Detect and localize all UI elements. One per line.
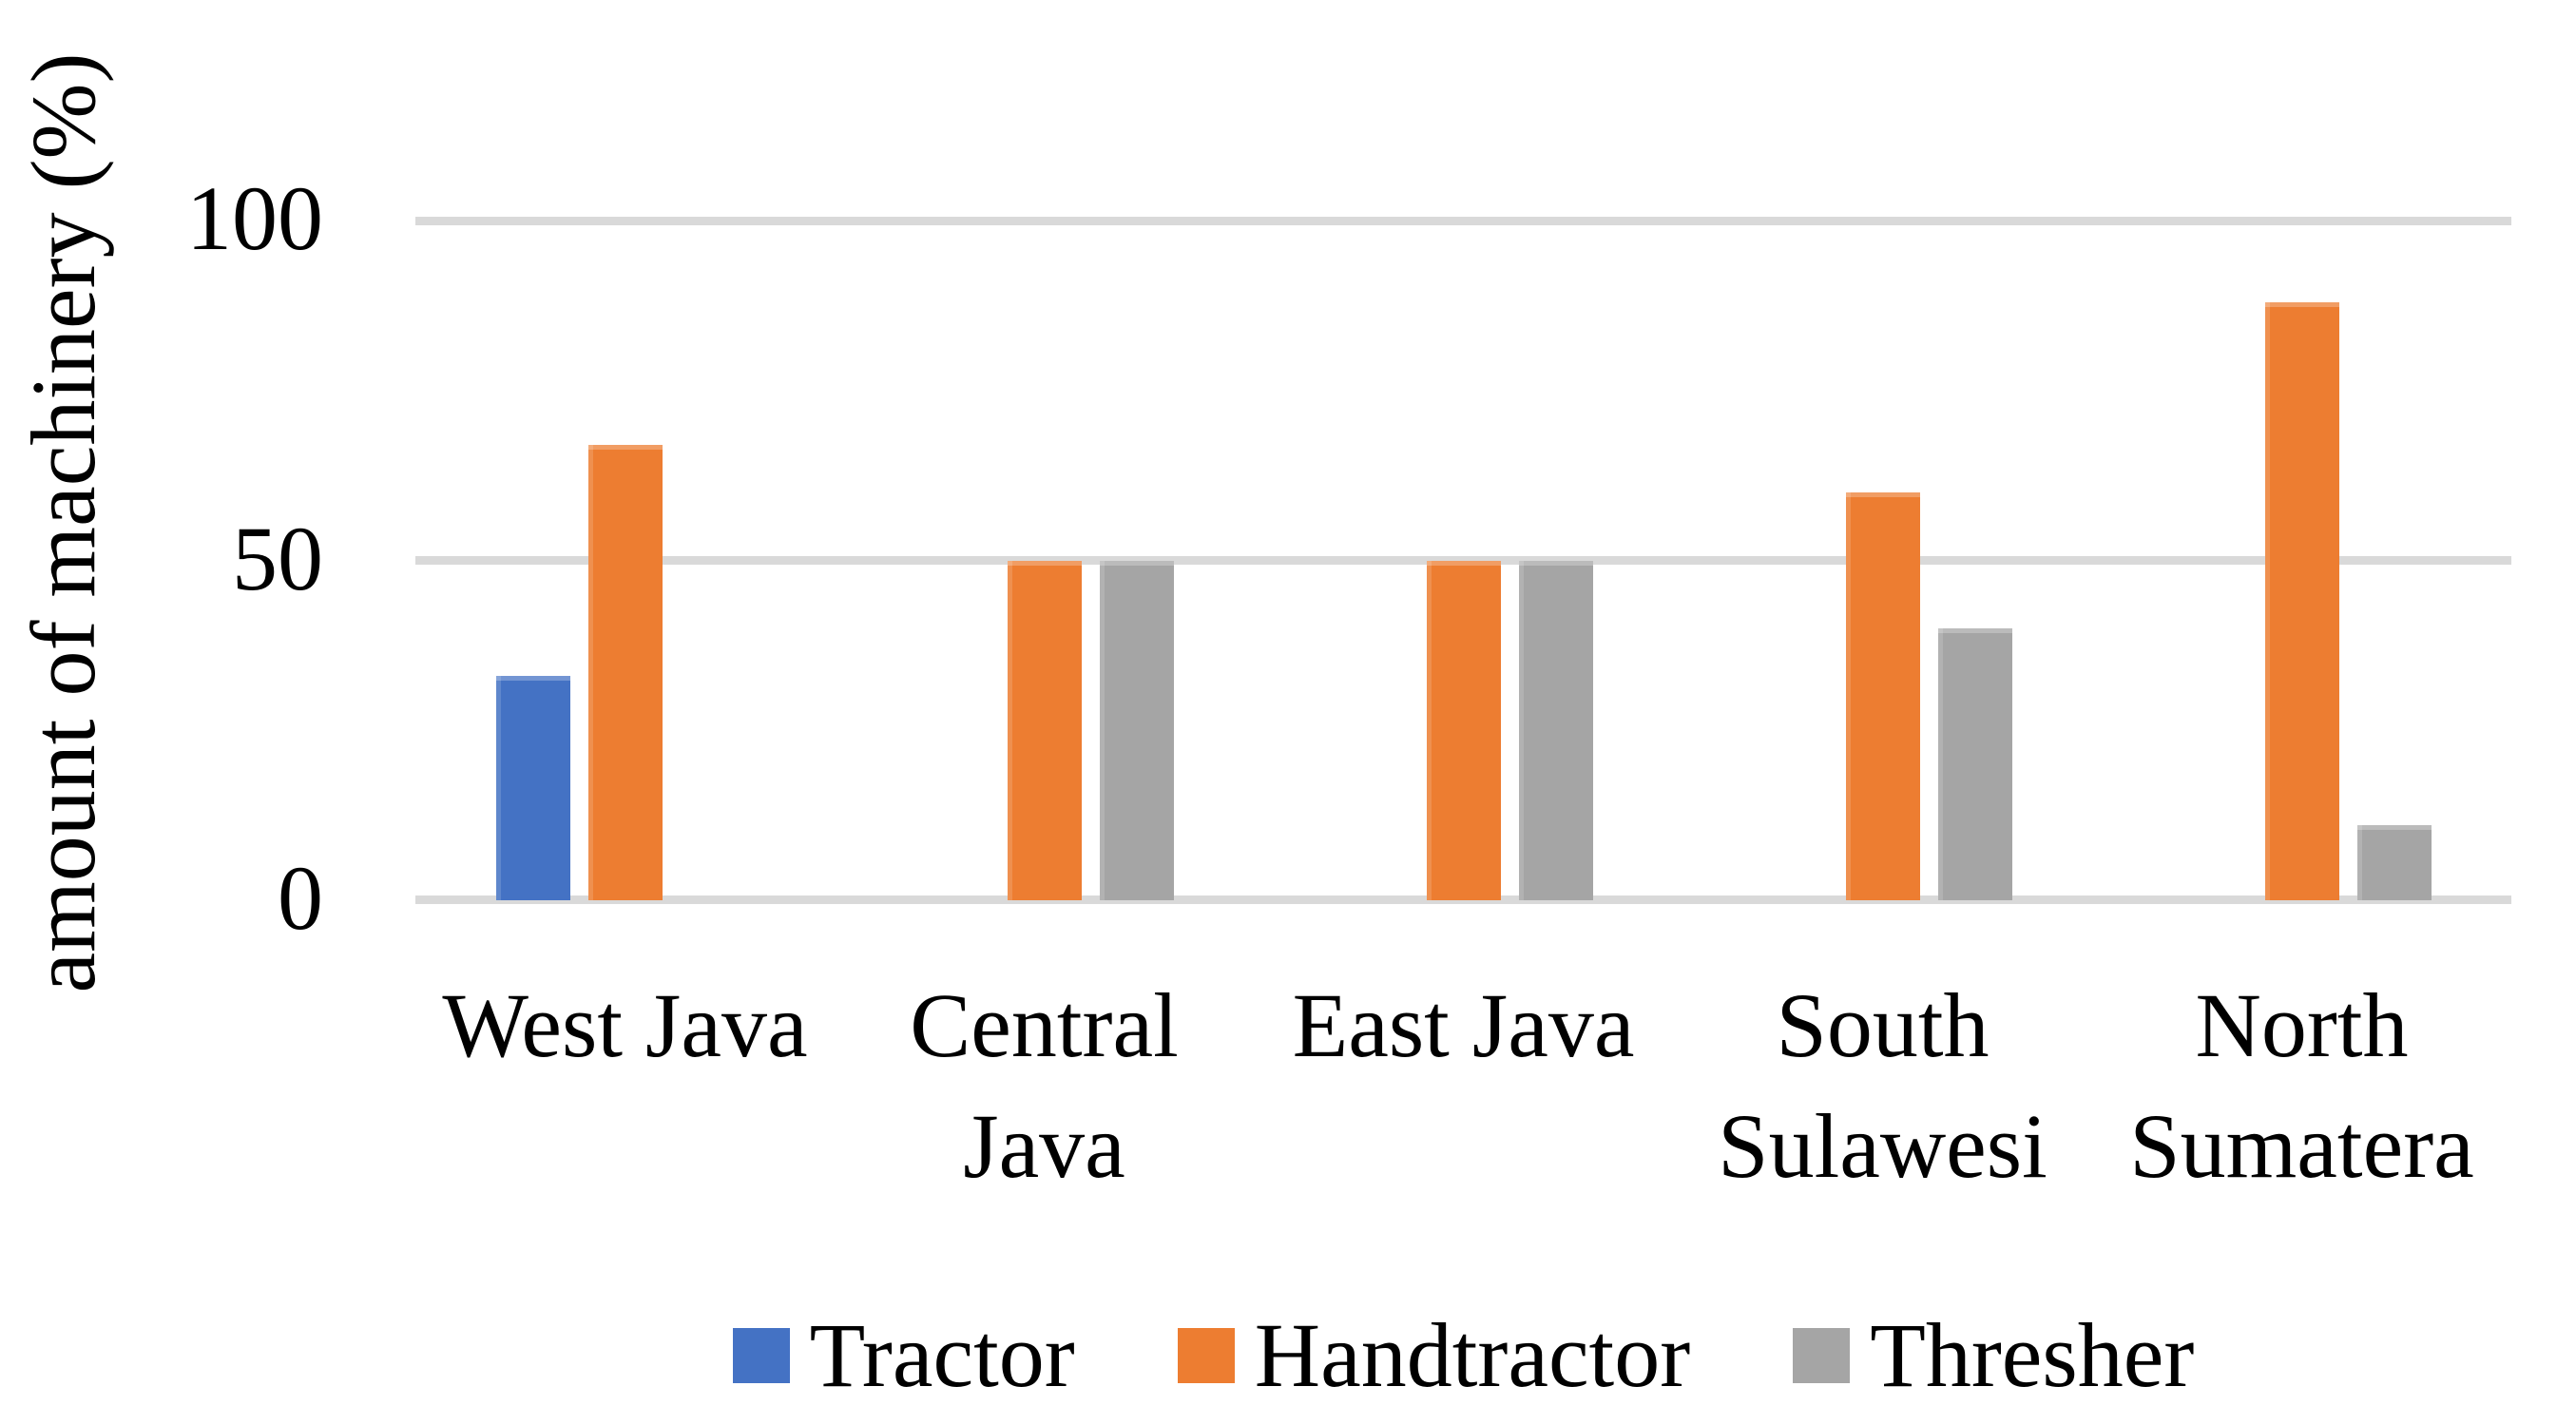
category-label-line: Central [910, 974, 1179, 1076]
bar-handtractor-2 [1426, 560, 1501, 900]
bar-handtractor-0 [587, 444, 663, 900]
legend-label: Tractor [809, 1304, 1075, 1406]
category-label: Central Java [835, 965, 1254, 1206]
category-label: South Sulawesi [1673, 965, 2092, 1206]
bar-tractor-0 [495, 676, 570, 900]
legend-item-thresher: Thresher [1793, 1303, 2194, 1408]
category-label: West Java [415, 965, 835, 1086]
category-label-line: Sumatera [2129, 1095, 2474, 1197]
legend-item-handtractor: Handtractor [1177, 1303, 1691, 1408]
bar-handtractor-4 [2264, 301, 2339, 900]
legend-swatch-thresher [1793, 1328, 1851, 1383]
bar-handtractor-1 [1007, 560, 1082, 900]
legend-swatch-handtractor [1177, 1328, 1235, 1383]
legend-swatch-tractor [732, 1328, 790, 1383]
bar-thresher-3 [1937, 628, 2012, 900]
category-label-line: West Java [442, 974, 808, 1076]
gridline [415, 216, 2511, 225]
category-label-line: North [2195, 974, 2409, 1076]
plot-area [415, 216, 2511, 904]
category-label-line: East Java [1292, 974, 1635, 1076]
legend-label: Handtractor [1254, 1304, 1691, 1406]
bar-thresher-4 [2356, 825, 2432, 900]
legend-item-tractor: Tractor [732, 1303, 1075, 1408]
category-label: North Sumatera [2092, 965, 2511, 1206]
bar-thresher-2 [1518, 560, 1593, 900]
bar-thresher-1 [1099, 560, 1174, 900]
y-tick-label: 100 [186, 167, 323, 269]
category-label-line: Sulawesi [1718, 1095, 2047, 1197]
category-label-line: South [1776, 974, 1990, 1076]
legend: Tractor Handtractor Thresher [415, 1299, 2511, 1413]
bar-handtractor-3 [1845, 492, 1920, 900]
y-tick-label: 0 [278, 847, 323, 949]
category-label: East Java [1254, 965, 1673, 1086]
y-tick-label: 50 [232, 507, 323, 609]
category-label-line: Java [963, 1095, 1125, 1197]
legend-label: Thresher [1870, 1304, 2195, 1406]
